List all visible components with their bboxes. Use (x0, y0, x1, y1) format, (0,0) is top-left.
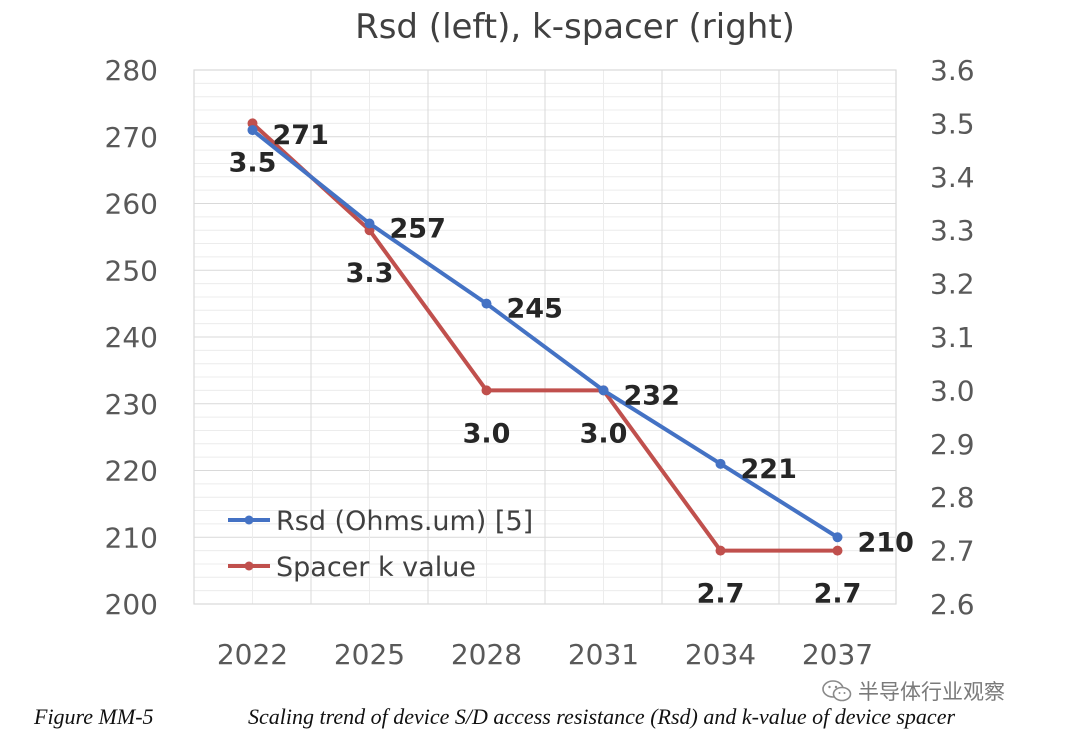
x-tick-label: 2025 (334, 638, 405, 671)
watermark: 半导体行业观察 (822, 676, 1005, 706)
data-point-rsd (832, 532, 843, 543)
legend-marker-rsd (244, 515, 254, 525)
data-point-rsd (598, 385, 609, 396)
legend-marker-spacer-k (244, 561, 254, 571)
data-label-rsd: 221 (741, 454, 797, 485)
series-line-rsd (251, 128, 839, 539)
data-label-rsd: 210 (858, 527, 914, 558)
left-tick-label: 210 (105, 521, 158, 554)
series-line-spacer-k (251, 121, 838, 553)
data-label-rsd: 245 (507, 294, 563, 325)
left-tick-label: 230 (105, 388, 158, 421)
right-tick-label: 2.9 (930, 428, 975, 461)
right-tick-label: 3.1 (930, 321, 975, 354)
data-point-rsd (481, 298, 492, 309)
right-tick-label: 3.3 (930, 214, 975, 247)
x-tick-label: 2037 (802, 638, 873, 671)
left-tick-label: 270 (105, 121, 158, 154)
right-tick-label: 3.2 (930, 268, 975, 301)
left-tick-label: 250 (105, 254, 158, 287)
right-tick-label: 3.4 (930, 161, 975, 194)
data-point-rsd (364, 218, 375, 229)
data-label-rsd: 271 (273, 120, 329, 151)
legend-item-rsd: Rsd (Ohms.um) [5] (228, 506, 533, 537)
data-point-spacer-k (715, 545, 726, 556)
right-tick-label: 3.6 (930, 54, 975, 87)
x-tick-label: 2034 (685, 638, 756, 671)
gridlines (194, 70, 896, 604)
legend-label-spacer-k: Spacer k value (276, 552, 476, 583)
right-tick-label: 3.0 (930, 374, 975, 407)
data-label-spacer-k: 2.7 (697, 579, 745, 610)
data-label-spacer-k: 3.0 (463, 418, 511, 449)
legend-item-spacer-k: Spacer k value (228, 552, 476, 583)
data-labels: 271 257 245 232 221 210 3.5 3.3 3.0 3.0 2.7 2.7 (229, 120, 914, 610)
left-tick-label: 220 (105, 455, 158, 488)
left-tick-label: 260 (105, 188, 158, 221)
left-tick-label: 240 (105, 321, 158, 354)
x-tick-label: 2031 (568, 638, 639, 671)
data-point-rsd (715, 458, 726, 469)
legend-label-rsd: Rsd (Ohms.um) [5] (276, 506, 533, 537)
figure-label: Figure MM-5 (34, 704, 154, 729)
series-layer (247, 118, 843, 556)
x-tick-label: 2028 (451, 638, 522, 671)
data-point-spacer-k (481, 385, 492, 396)
data-label-spacer-k: 2.7 (814, 579, 862, 610)
right-tick-label: 2.8 (930, 481, 975, 514)
data-label-spacer-k: 3.0 (580, 418, 628, 449)
data-label-rsd: 257 (390, 214, 446, 245)
x-tick-label: 2022 (217, 638, 288, 671)
figure-caption: Scaling trend of device S/D access resis… (248, 704, 956, 729)
data-point-spacer-k (832, 545, 843, 556)
watermark-text: 半导体行业观察 (858, 680, 1005, 704)
right-axis: 2.6 2.7 2.8 2.9 3.0 3.1 3.2 3.3 3.4 3.5 3.6 (930, 54, 975, 621)
data-point-rsd (247, 125, 258, 136)
chart-title: Rsd (left), k-spacer (right) (355, 7, 795, 47)
data-label-spacer-k: 3.3 (346, 258, 394, 289)
left-tick-label: 280 (105, 54, 158, 87)
legend: Rsd (Ohms.um) [5] Spacer k value (228, 506, 533, 583)
left-tick-label: 200 (105, 588, 158, 621)
plot-area (193, 69, 897, 605)
right-tick-label: 2.6 (930, 588, 975, 621)
right-tick-label: 3.5 (930, 107, 975, 140)
left-axis: 200 210 220 230 240 250 260 270 280 (105, 54, 158, 621)
chart: Rsd (left), k-spacer (right) 200 210 220 23… (105, 7, 975, 671)
right-tick-label: 2.7 (930, 535, 975, 568)
data-label-spacer-k: 3.5 (229, 147, 277, 178)
x-axis: 2022 2025 2028 2031 2034 2037 (217, 638, 873, 671)
data-label-rsd: 232 (624, 380, 680, 411)
wechat-icon (822, 680, 852, 702)
